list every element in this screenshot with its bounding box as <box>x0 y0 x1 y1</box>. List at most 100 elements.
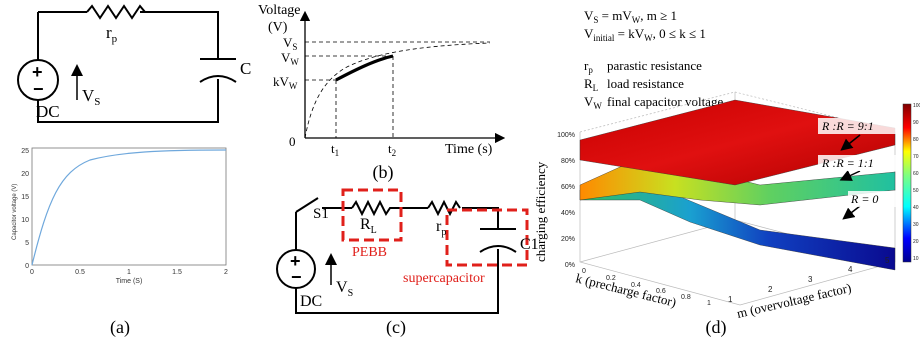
svg-text:40: 40 <box>913 205 919 211</box>
svg-text:70: 70 <box>913 154 919 160</box>
svg-text:10: 10 <box>21 217 29 224</box>
svg-text:60: 60 <box>913 171 919 177</box>
svg-text:3: 3 <box>808 275 813 284</box>
panel-c-label: (c) <box>386 317 406 338</box>
svg-text:0: 0 <box>25 263 29 270</box>
panel-a-xlabel: Time (S) <box>116 278 143 285</box>
panel-b-xlabel: Time (s) <box>445 142 493 157</box>
annotation-2-box <box>818 155 906 171</box>
source-plus: + <box>32 62 43 82</box>
charge-curve <box>31 149 227 266</box>
dc-label: DC <box>36 102 60 121</box>
resistor-label: rp <box>106 23 118 45</box>
svg-text:20%: 20% <box>561 236 575 243</box>
c1-label: C1 <box>520 236 539 253</box>
svg-text:80%: 80% <box>561 158 575 165</box>
panel-a-circuit <box>17 4 237 123</box>
panel-a-yticks: 0 5 10 15 20 25 <box>21 148 29 270</box>
k-ticks: 0 0.2 0.4 0.6 0.8 1 <box>582 268 711 307</box>
svg-text:0: 0 <box>30 269 34 276</box>
dc-source-c <box>276 249 316 289</box>
dc-label-c: DC <box>300 293 322 310</box>
rl-label: RL <box>360 216 377 236</box>
t1-label: t1 <box>331 141 339 158</box>
switch-s1 <box>295 197 340 213</box>
panel-b-guides <box>304 41 491 139</box>
svg-text:1: 1 <box>728 295 733 304</box>
panel-c-circuit <box>276 197 517 314</box>
svg-text:0: 0 <box>582 268 586 275</box>
annotation-1: R :R = 9:1 <box>821 119 874 133</box>
colorbar <box>902 103 912 263</box>
svg-text:40%: 40% <box>561 210 575 217</box>
exp-curve-dashed <box>304 42 491 139</box>
svg-text:10: 10 <box>913 256 919 262</box>
svg-text:0.6: 0.6 <box>656 288 666 295</box>
svg-text:2: 2 <box>224 269 228 276</box>
svg-text:1: 1 <box>127 269 131 276</box>
rp-label-c: rp <box>436 218 446 238</box>
svg-text:0%: 0% <box>565 262 575 269</box>
panel-d-label: (d) <box>706 317 727 338</box>
legend-list: rp parastic resistance RL load resistance … <box>584 58 723 111</box>
surface-high <box>579 99 896 186</box>
svg-text:25: 25 <box>21 148 29 155</box>
m-label: m (overvoltage factor) <box>735 280 852 321</box>
svg-text:20: 20 <box>913 239 919 245</box>
voltage-label: VS <box>82 86 100 108</box>
annotation-3-box <box>848 191 900 207</box>
kvw-label: kVW <box>273 74 298 91</box>
svg-text:5: 5 <box>25 240 29 247</box>
panel-b-label: (b) <box>373 162 394 183</box>
source-minus-c: − <box>291 267 302 287</box>
pebb-box <box>341 188 403 242</box>
panel-b-axes <box>299 10 506 144</box>
equation-2: Vinitial = kVW, 0 ≤ k ≤ 1 <box>584 26 706 43</box>
panel-a-plot <box>31 147 227 266</box>
annotation-3: R = 0 <box>850 192 878 206</box>
m-ticks: 1 2 3 4 5 <box>728 256 890 304</box>
svg-text:5: 5 <box>885 256 890 265</box>
voltage-label-c: VS <box>336 279 353 299</box>
t2-label: t2 <box>388 141 396 158</box>
svg-text:100: 100 <box>913 103 920 109</box>
z-ticks: 100% 80% 60% 40% 20% 0% <box>557 132 575 269</box>
svg-text:30: 30 <box>913 222 919 228</box>
annotation-arrows <box>839 134 861 220</box>
svg-text:4: 4 <box>848 265 853 274</box>
source-plus-c: + <box>290 251 301 271</box>
vs-label: VS <box>283 35 297 52</box>
svg-text:0.2: 0.2 <box>606 275 616 282</box>
resistor-rl <box>351 199 396 217</box>
pebb-label: PEBB <box>352 245 387 260</box>
svg-text:80: 80 <box>913 137 919 143</box>
dc-source <box>17 59 59 101</box>
panel-b-ylabel-1: Voltage <box>258 3 301 18</box>
svg-text:2: 2 <box>768 285 773 294</box>
source-minus: − <box>33 79 44 99</box>
s1-label: S1 <box>313 206 329 222</box>
svg-text:50: 50 <box>913 188 919 194</box>
supercap-label: supercapacitor <box>403 271 485 286</box>
svg-text:1: 1 <box>707 300 711 307</box>
svg-text:1.5: 1.5 <box>172 269 182 276</box>
svg-text:60%: 60% <box>561 184 575 191</box>
svg-text:100%: 100% <box>557 132 575 139</box>
svg-text:0.4: 0.4 <box>631 282 641 289</box>
annotation-2: R :R = 1:1 <box>821 156 874 170</box>
svg-text:20: 20 <box>21 171 29 178</box>
z-label: charging efficiency <box>533 161 548 262</box>
svg-text:90: 90 <box>913 120 919 126</box>
svg-text:0.8: 0.8 <box>681 294 691 301</box>
svg-text:0.5: 0.5 <box>75 269 85 276</box>
capacitor-label: C <box>240 59 251 78</box>
resistor-rp-c <box>427 199 461 217</box>
svg-text:15: 15 <box>21 194 29 201</box>
panel-a-label: (a) <box>110 317 130 338</box>
equation-1: VS = mVW, m ≥ 1 <box>584 8 677 25</box>
exp-curve-solid <box>335 54 394 82</box>
